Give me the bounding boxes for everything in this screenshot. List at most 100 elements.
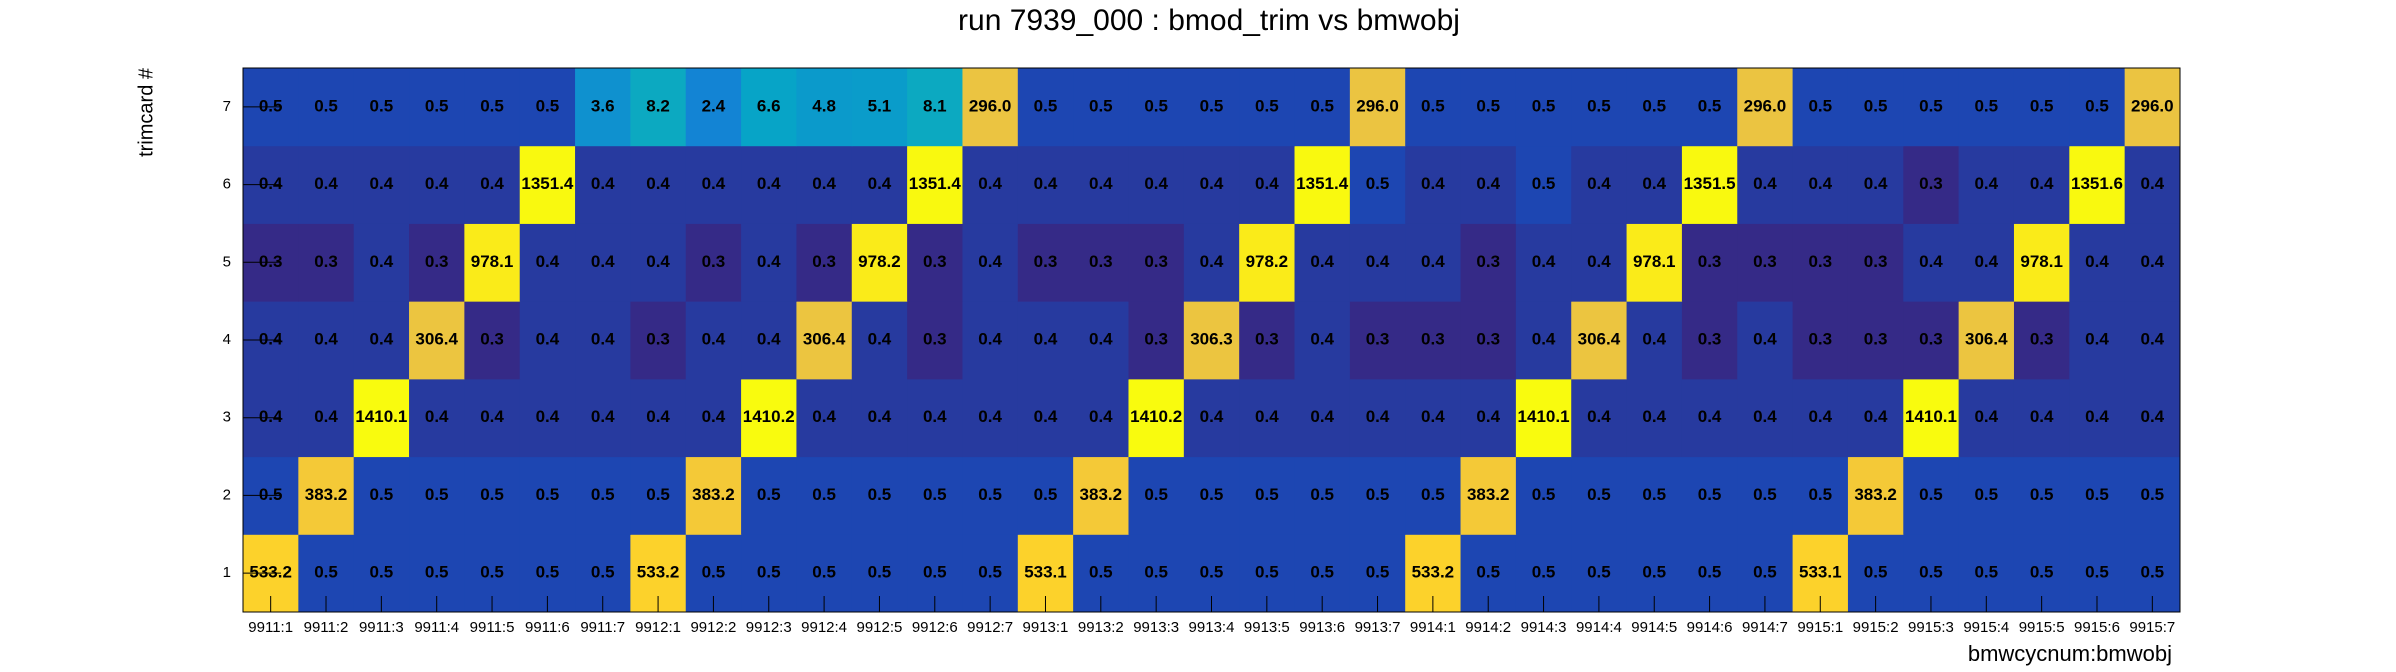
- cell-label: 0.3: [1476, 329, 1500, 348]
- cell-label: 0.5: [2141, 485, 2165, 504]
- heat-cell: [685, 378, 742, 458]
- cell-label: 0.5: [1476, 563, 1500, 582]
- cell-label: 0.5: [1366, 174, 1390, 193]
- cell-label: 0.5: [923, 485, 947, 504]
- heat-cell: [741, 301, 797, 380]
- heat-cell: [575, 456, 631, 535]
- heat-cell: [1183, 456, 1240, 535]
- cell-label: 0.5: [868, 563, 892, 582]
- cell-label: 0.5: [1587, 96, 1611, 115]
- cell-label: 0.3: [1919, 329, 1943, 348]
- cell-label: 0.4: [1642, 174, 1666, 193]
- heat-cell: [1460, 378, 1517, 458]
- heat-cell: [1681, 68, 1738, 147]
- cell-label: 0.5: [702, 563, 726, 582]
- heat-cell: [685, 68, 742, 147]
- x-tick-label: 9913:6: [1299, 619, 1345, 636]
- cell-label: 0.5: [1698, 96, 1722, 115]
- heat-cell: [2069, 145, 2126, 224]
- cell-label: 0.3: [2030, 329, 2054, 348]
- heat-cell: [1349, 68, 1406, 147]
- heat-cell: [2013, 456, 2070, 535]
- cell-label: 0.3: [1144, 252, 1168, 271]
- heat-cell: [1737, 68, 1794, 147]
- heat-cell: [796, 301, 853, 380]
- x-tick-label: 9912:3: [746, 619, 792, 636]
- cell-label: 0.5: [1587, 563, 1611, 582]
- heat-cell: [962, 68, 1019, 147]
- y-tick-label: 5: [223, 253, 231, 270]
- heat-cell: [1017, 68, 1074, 147]
- heat-cell: [1239, 378, 1296, 458]
- heat-cell: [685, 301, 742, 380]
- x-tick-label: 9915:3: [1908, 619, 1954, 636]
- cell-label: 1351.4: [1296, 174, 1349, 193]
- cell-label: 0.5: [314, 563, 338, 582]
- cell-label: 383.2: [1854, 485, 1897, 504]
- cell-label: 0.5: [1698, 563, 1722, 582]
- heat-cell: [2013, 223, 2070, 302]
- heat-cell: [1903, 456, 1960, 535]
- cell-label: 1351.4: [909, 174, 962, 193]
- heat-cell: [464, 223, 521, 302]
- cell-label: 2.4: [702, 96, 726, 115]
- heat-cell: [409, 378, 465, 458]
- heat-cell: [1958, 301, 2015, 380]
- x-tick-label: 9911:1: [248, 619, 293, 636]
- cell-label: 0.4: [1200, 174, 1224, 193]
- cell-label: 306.4: [1578, 329, 1621, 348]
- cell-label: 0.5: [314, 96, 338, 115]
- heat-cell: [2069, 456, 2126, 535]
- heat-cell: [1349, 145, 1406, 224]
- heat-cell: [298, 301, 355, 380]
- heat-cell: [1073, 145, 1129, 224]
- cell-label: 0.5: [480, 485, 504, 504]
- heat-cell: [1073, 456, 1129, 535]
- heat-cell: [1183, 68, 1240, 147]
- cell-label: 978.2: [1246, 252, 1289, 271]
- heat-cell: [741, 145, 797, 224]
- cell-label: 0.4: [480, 407, 504, 426]
- cell-label: 0.4: [2141, 174, 2165, 193]
- heat-cell: [1958, 378, 2015, 458]
- cell-label: 0.5: [370, 96, 394, 115]
- heat-cell: [2069, 223, 2126, 302]
- heat-cell: [1958, 68, 2015, 147]
- heat-cell: [1958, 145, 2015, 224]
- heat-cell: [464, 68, 521, 147]
- cell-label: 0.5: [1642, 485, 1666, 504]
- heat-cell: [1460, 68, 1517, 147]
- heat-cell: [1792, 378, 1849, 458]
- cell-label: 0.3: [1753, 252, 1777, 271]
- cell-label: 0.5: [259, 96, 283, 115]
- cell-label: 0.4: [868, 329, 892, 348]
- heat-cell: [907, 301, 963, 380]
- x-tick-label: 9915:4: [1963, 619, 2009, 636]
- x-tick-label: 9915:1: [1797, 619, 1843, 636]
- cell-label: 0.5: [1255, 96, 1279, 115]
- cell-label: 1410.2: [1130, 407, 1182, 426]
- heat-cell: [1737, 223, 1794, 302]
- cell-label: 0.5: [757, 485, 781, 504]
- cell-label: 0.5: [2030, 485, 2054, 504]
- cell-label: 0.4: [1476, 174, 1500, 193]
- heat-cell: [1626, 68, 1683, 147]
- x-tick-label: 9912:4: [801, 619, 847, 636]
- cell-label: 0.4: [868, 174, 892, 193]
- cell-label: 0.4: [978, 329, 1002, 348]
- cell-label: 0.4: [536, 407, 560, 426]
- cell-label: 0.5: [1034, 485, 1058, 504]
- heat-cell: [1405, 145, 1462, 224]
- cell-label: 0.4: [1366, 252, 1390, 271]
- cell-label: 0.4: [1089, 329, 1113, 348]
- heat-cell: [1571, 456, 1628, 535]
- cell-label: 0.4: [425, 407, 449, 426]
- heat-cell: [1239, 301, 1296, 380]
- cell-label: 0.4: [1034, 329, 1058, 348]
- cell-label: 0.4: [2030, 407, 2054, 426]
- y-tick-label: 4: [223, 331, 231, 348]
- cell-label: 0.5: [646, 485, 670, 504]
- heat-cell: [2013, 68, 2070, 147]
- cell-label: 0.4: [1421, 252, 1445, 271]
- cell-label: 0.4: [1532, 329, 1556, 348]
